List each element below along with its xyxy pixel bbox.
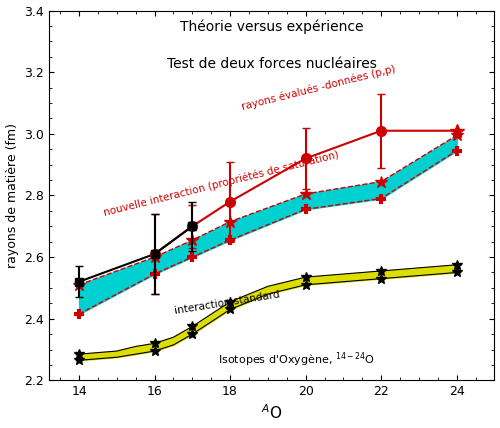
X-axis label: $^{A}$O: $^{A}$O <box>261 404 282 422</box>
Text: Isotopes d'Oxygène, $^{14-24}$O: Isotopes d'Oxygène, $^{14-24}$O <box>218 351 376 369</box>
Text: Théorie versus expérience: Théorie versus expérience <box>180 20 364 34</box>
Y-axis label: rayons de matière (fm): rayons de matière (fm) <box>6 123 18 268</box>
Text: rayons évalués -données (p,p): rayons évalués -données (p,p) <box>240 64 396 112</box>
Text: nouvelle interaction (propriétés de saturation): nouvelle interaction (propriétés de satu… <box>102 149 340 217</box>
Text: Test de deux forces nucléaires: Test de deux forces nucléaires <box>166 57 376 71</box>
Text: interaction standard: interaction standard <box>174 289 281 315</box>
